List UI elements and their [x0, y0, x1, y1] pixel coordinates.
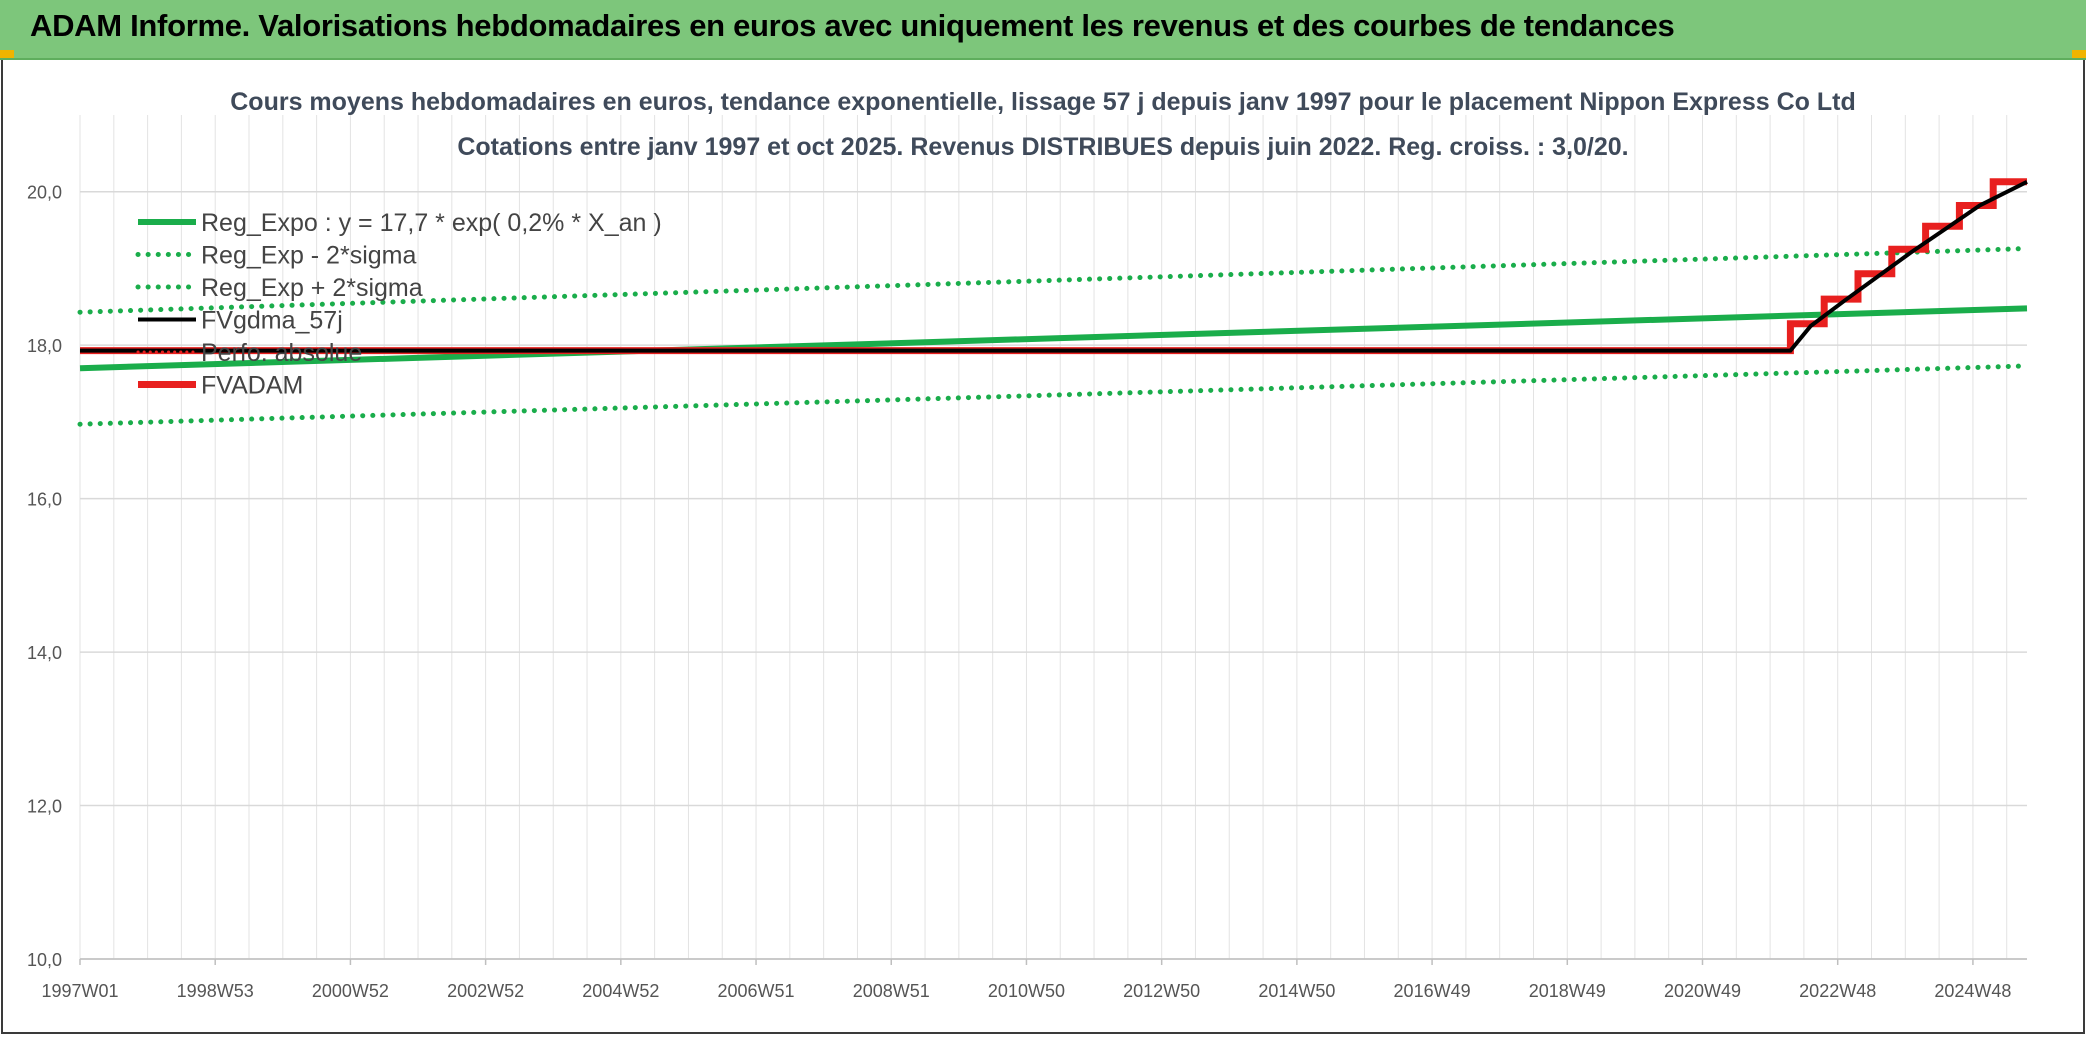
series-reg-expo [79, 305, 2028, 372]
chart-frame [1, 60, 2085, 1034]
corner-mark-left [0, 50, 14, 58]
x-tick-label: 2002W52 [447, 981, 524, 1001]
x-tick-label: 2000W52 [312, 981, 389, 1001]
x-tick-label: 2006W51 [718, 981, 795, 1001]
series-fvgdma-57j [80, 180, 2028, 353]
chart-title-line1: Cours moyens hebdomadaires en euros, ten… [230, 88, 1855, 116]
y-tick-label: 14,0 [27, 643, 62, 663]
header-banner: ADAM Informe. Valorisations hebdomadaire… [0, 0, 2086, 60]
x-tick-label: 2020W49 [1664, 981, 1741, 1001]
corner-mark-right [2072, 50, 2086, 58]
x-tick-label: 2004W52 [582, 981, 659, 1001]
legend: Reg_Expo : y = 17,7 * exp( 0,2% * X_an )… [135, 209, 662, 400]
x-tick-label: 2010W50 [988, 981, 1065, 1001]
legend-label: Reg_Exp + 2*sigma [201, 274, 423, 302]
legend-label: Reg_Exp - 2*sigma [201, 242, 416, 270]
legend-label: FVADAM [201, 372, 303, 400]
legend-label: Reg_Expo : y = 17,7 * exp( 0,2% * X_an ) [201, 209, 662, 237]
page-title: ADAM Informe. Valorisations hebdomadaire… [30, 8, 1675, 43]
series-group [77, 178, 2030, 427]
y-tick-label: 12,0 [27, 797, 62, 817]
x-tick-label: 1998W53 [177, 981, 254, 1001]
y-tick-label: 20,0 [27, 183, 62, 203]
x-tick-label: 2008W51 [853, 981, 930, 1001]
x-tick-label: 2018W49 [1529, 981, 1606, 1001]
y-axis: 10,0 12,0 14,0 16,0 18,0 20,0 [27, 183, 62, 970]
x-tick-label: 2024W48 [1934, 981, 2011, 1001]
series-reg-exp-2-sigma [77, 246, 2030, 315]
x-tick-label: 2012W50 [1123, 981, 1200, 1001]
legend-label: FVgdma_57j [201, 307, 343, 335]
y-tick-label: 16,0 [27, 490, 62, 510]
chart-title-line2: Cotations entre janv 1997 et oct 2025. R… [457, 133, 1628, 161]
y-tick-label: 18,0 [27, 336, 62, 356]
series-reg-exp-2-sigma [77, 363, 2030, 427]
x-tick-label: 2022W48 [1799, 981, 1876, 1001]
x-axis: 1997W01 1998W53 2000W52 2002W52 2004W52 2006W… [41, 958, 2027, 1001]
legend-label: Perfo. absolue [201, 339, 362, 367]
x-tick-label: 2014W50 [1258, 981, 1335, 1001]
x-tick-label: 2016W49 [1394, 981, 1471, 1001]
y-tick-label: 10,0 [27, 950, 62, 970]
x-tick-label: 1997W01 [41, 981, 118, 1001]
